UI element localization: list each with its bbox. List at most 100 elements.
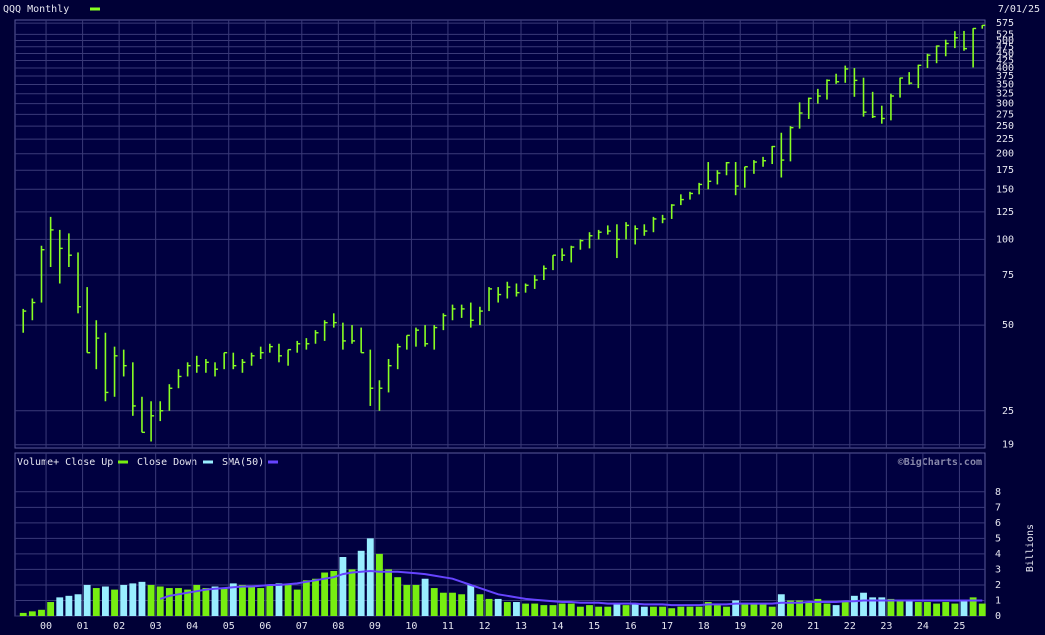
volume-bar [887, 598, 895, 616]
volume-bar [165, 588, 173, 616]
x-tick-label: 13 [515, 621, 527, 632]
volume-bar [412, 584, 420, 616]
volume-bar [777, 594, 785, 616]
volume-bar [449, 592, 456, 616]
x-tick-label: 16 [625, 621, 637, 632]
x-tick-label: 01 [77, 621, 89, 632]
y-tick-label: 300 [996, 99, 1014, 110]
y-tick-label: 250 [996, 121, 1014, 132]
volume-bar [650, 606, 657, 616]
volume-bar [38, 609, 45, 616]
y-tick-label: 450 [996, 48, 1014, 59]
y-tick-label: 75 [1002, 270, 1014, 281]
volume-bar [750, 603, 758, 616]
volume-bar [713, 605, 721, 616]
y-tick-label: 225 [996, 134, 1014, 145]
volume-bar [522, 603, 529, 616]
volume-bar [549, 605, 557, 616]
volume-bar [403, 584, 411, 616]
y-tick-label: 275 [996, 109, 1014, 120]
volume-bar [147, 584, 155, 616]
x-tick-label: 04 [186, 621, 198, 632]
volume-bar [796, 600, 804, 616]
volume-bar [175, 588, 182, 616]
volume-bar [485, 598, 493, 616]
volume-bar [266, 584, 274, 616]
y-tick-label: 6 [995, 518, 1001, 529]
volume-bar [723, 606, 730, 616]
y-tick-label: 425 [996, 56, 1014, 67]
x-tick-label: 18 [698, 621, 710, 632]
volume-bar [613, 603, 621, 616]
volume-bar [814, 598, 822, 616]
y-tick-label: 375 [996, 71, 1014, 82]
legend-sma: SMA(50) [222, 457, 264, 468]
volume-bar [220, 588, 228, 616]
x-tick-label: 08 [332, 621, 344, 632]
volume-bar [138, 581, 146, 616]
y-tick-label: 475 [996, 42, 1014, 53]
y-tick-label: 1 [995, 595, 1001, 606]
y-tick-label: 100 [996, 234, 1014, 245]
volume-bar [394, 577, 402, 616]
y-tick-label: 2 [995, 580, 1001, 591]
volume-bar [101, 586, 109, 616]
volume-bar [513, 602, 520, 616]
volume-bar [969, 597, 977, 616]
x-tick-label: 03 [150, 621, 162, 632]
chart-title: QQQ Monthly [3, 4, 69, 15]
volume-bar [659, 606, 667, 616]
volume-bar [284, 584, 292, 616]
x-tick-label: 06 [259, 621, 271, 632]
y-tick-label: 200 [996, 149, 1014, 160]
y-tick-label: 350 [996, 80, 1014, 91]
x-tick-label: 17 [661, 621, 673, 632]
volume-bar [595, 606, 603, 616]
volume-bar [503, 602, 511, 616]
volume-bar [841, 602, 849, 616]
y-tick-label: 525 [996, 29, 1014, 40]
volume-bar [239, 584, 246, 616]
y-tick-label: 400 [996, 63, 1014, 74]
y-axis-label: Billions [1025, 524, 1036, 572]
volume-bar [787, 600, 794, 616]
volume-bar [933, 603, 941, 616]
volume-bar [376, 553, 383, 616]
volume-bar [83, 584, 91, 616]
volume-bar [960, 600, 968, 616]
volume-bar [896, 600, 904, 616]
x-tick-label: 20 [771, 621, 783, 632]
volume-bar [184, 589, 192, 616]
volume-bar [56, 597, 64, 616]
volume-bar [622, 605, 630, 616]
volume-bar [558, 603, 566, 616]
volume-bar [19, 612, 27, 616]
volume-bar [576, 606, 584, 616]
volume-bar [914, 602, 922, 616]
volume-bar [385, 569, 392, 616]
volume-bar [357, 550, 365, 616]
x-tick-label: 21 [807, 621, 819, 632]
y-tick-label: 3 [995, 564, 1001, 575]
volume-bar [248, 586, 255, 616]
volume-bar [202, 588, 210, 616]
y-tick-label: 50 [1002, 320, 1014, 331]
volume-bar [467, 584, 475, 616]
y-tick-label: 175 [996, 165, 1014, 176]
volume-bar [439, 592, 447, 616]
volume-bar [47, 602, 55, 616]
x-tick-label: 11 [442, 621, 454, 632]
volume-bar [321, 572, 329, 616]
volume-bar [677, 606, 685, 616]
volume-bar [567, 603, 575, 616]
volume-bar [458, 594, 466, 616]
volume-bar [339, 557, 347, 616]
x-tick-label: 19 [734, 621, 746, 632]
y-tick-label: 125 [996, 207, 1014, 218]
volume-bar [604, 606, 612, 616]
volume-bar [540, 605, 548, 616]
volume-bar [421, 578, 429, 616]
y-tick-label: 150 [996, 184, 1014, 195]
volume-bar [631, 603, 639, 616]
